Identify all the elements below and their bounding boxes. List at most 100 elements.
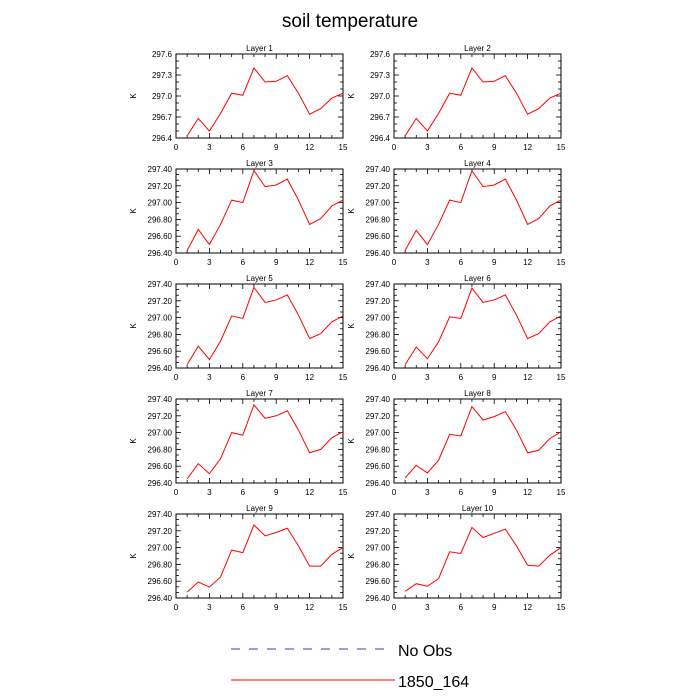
y-tick-label: 296.80	[148, 330, 173, 339]
y-tick-label: 297.20	[366, 182, 391, 191]
panel-layer-4: Layer 4 K 0 3 6 9 12 15 296.40 296.60 296.80 297.00…	[347, 159, 566, 267]
panels: Layer 1 K 0 3 6 9 12 15 296.4 296.7 297.0 297.3 297.…	[129, 44, 566, 612]
panel-title: Layer 8	[464, 389, 491, 398]
x-tick-label: 9	[492, 373, 497, 382]
series-line-1850-164	[186, 403, 344, 480]
x-tick-label: 3	[207, 143, 212, 152]
y-tick-label: 296.60	[366, 232, 391, 241]
y-tick-label: 296.60	[366, 462, 391, 471]
y-tick-label: 297.20	[148, 182, 173, 191]
x-tick-label: 6	[459, 488, 464, 497]
y-tick-label: 297.40	[148, 395, 173, 404]
panel-frame	[175, 283, 344, 369]
x-tick-label: 9	[492, 258, 497, 267]
x-tick-label: 6	[459, 603, 464, 612]
y-tick-label: 296.40	[148, 479, 173, 488]
y-axis-label: K	[347, 553, 356, 559]
y-tick-label: 296.4	[152, 134, 173, 143]
y-tick-label: 297.20	[148, 412, 173, 421]
x-tick-label: 9	[492, 488, 497, 497]
y-tick-label: 296.60	[148, 232, 173, 241]
panel-frame	[393, 53, 562, 139]
x-tick-label: 6	[459, 258, 464, 267]
y-tick-label: 297.0	[370, 92, 391, 101]
y-tick-label: 296.60	[366, 577, 391, 586]
x-tick-label: 9	[274, 603, 279, 612]
x-tick-label: 12	[305, 373, 314, 382]
legend-item-1850-164: 1850_164	[231, 674, 469, 691]
y-tick-label: 297.00	[148, 544, 173, 553]
legend-label-no-obs: No Obs	[398, 643, 452, 660]
y-tick-label: 296.80	[366, 445, 391, 454]
x-tick-label: 6	[241, 488, 246, 497]
x-tick-label: 3	[425, 373, 430, 382]
x-tick-label: 0	[392, 143, 397, 152]
legend-item-no-obs: No Obs	[231, 643, 452, 660]
y-tick-label: 297.40	[366, 395, 391, 404]
y-tick-label: 297.00	[148, 314, 173, 323]
y-tick-label: 296.80	[148, 215, 173, 224]
y-tick-label: 296.40	[148, 594, 173, 603]
panel-title: Layer 3	[246, 159, 273, 168]
x-tick-label: 15	[557, 603, 566, 612]
x-tick-label: 3	[207, 373, 212, 382]
x-tick-label: 9	[492, 143, 497, 152]
y-tick-label: 297.40	[148, 510, 173, 519]
y-tick-label: 296.4	[370, 134, 391, 143]
panel-title: Layer 5	[246, 274, 273, 283]
panel-frame	[393, 398, 562, 484]
y-axis-label: K	[129, 208, 138, 214]
y-tick-label: 296.7	[152, 113, 173, 122]
x-tick-label: 12	[305, 143, 314, 152]
x-tick-label: 3	[425, 603, 430, 612]
y-tick-label: 297.20	[148, 527, 173, 536]
y-tick-label: 297.00	[366, 544, 391, 553]
x-tick-label: 12	[523, 373, 532, 382]
panel-title: Layer 6	[464, 274, 491, 283]
y-tick-label: 297.20	[366, 297, 391, 306]
x-tick-label: 3	[425, 488, 430, 497]
x-tick-label: 9	[274, 143, 279, 152]
x-tick-label: 6	[241, 143, 246, 152]
x-tick-label: 9	[274, 373, 279, 382]
y-tick-label: 297.40	[148, 280, 173, 289]
series-line-1850-164	[404, 405, 562, 479]
panel-frame	[393, 168, 562, 254]
y-tick-label: 297.20	[148, 297, 173, 306]
x-tick-label: 12	[523, 603, 532, 612]
series-line-1850-164	[404, 67, 562, 137]
y-tick-label: 297.6	[370, 50, 391, 59]
y-tick-label: 297.3	[152, 71, 173, 80]
y-tick-label: 297.6	[152, 50, 173, 59]
x-tick-label: 15	[339, 603, 348, 612]
x-tick-label: 6	[459, 143, 464, 152]
y-axis-label: K	[347, 93, 356, 99]
y-tick-label: 297.40	[366, 280, 391, 289]
y-tick-label: 296.40	[366, 479, 391, 488]
figure-title: soil temperature	[282, 11, 418, 32]
series-line-1850-164	[186, 286, 344, 365]
y-tick-label: 297.00	[148, 199, 173, 208]
x-tick-label: 3	[207, 603, 212, 612]
x-tick-label: 15	[557, 488, 566, 497]
y-axis-label: K	[347, 323, 356, 329]
series-line-1850-164	[404, 169, 562, 251]
y-tick-label: 296.40	[366, 249, 391, 258]
y-tick-label: 297.40	[366, 165, 391, 174]
panel-layer-6: Layer 6 K 0 3 6 9 12 15 296.40 296.60 296.80 297.00…	[347, 274, 566, 382]
y-tick-label: 296.80	[148, 560, 173, 569]
panel-frame	[175, 168, 344, 254]
y-tick-label: 296.80	[366, 560, 391, 569]
x-tick-label: 6	[241, 258, 246, 267]
panel-frame	[175, 398, 344, 484]
y-tick-label: 296.60	[148, 347, 173, 356]
x-tick-label: 9	[492, 603, 497, 612]
panel-title: Layer 9	[246, 504, 273, 513]
x-tick-label: 15	[339, 488, 348, 497]
panel-frame	[393, 283, 562, 369]
y-tick-label: 296.40	[366, 364, 391, 373]
x-tick-label: 0	[174, 603, 179, 612]
legend-label-1850-164: 1850_164	[398, 674, 469, 691]
panel-frame	[393, 513, 562, 599]
panel-layer-2: Layer 2 K 0 3 6 9 12 15 296.4 296.7 297.0 297.3 297.…	[347, 44, 566, 152]
